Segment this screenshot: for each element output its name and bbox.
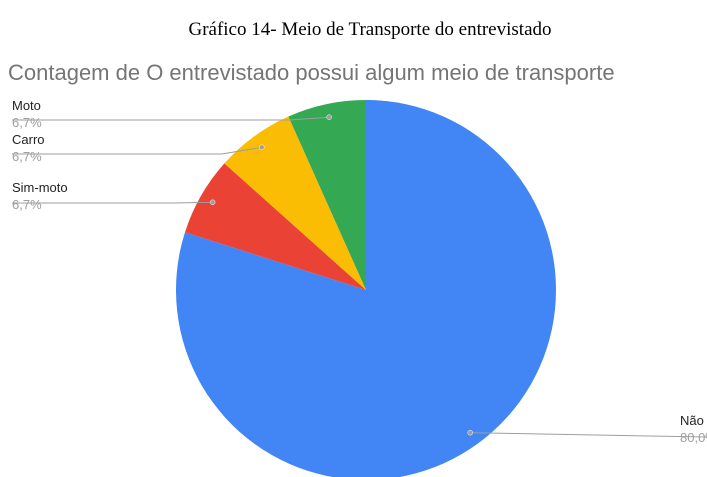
leader-dot [209, 199, 216, 206]
pie-slice [176, 100, 556, 477]
leader-dot [259, 144, 265, 151]
leader-dot [467, 429, 473, 436]
leader-line [12, 201, 213, 204]
chart-caption: Gráfico 14- Meio de Transporte do entrev… [188, 19, 551, 40]
pie-slice [288, 100, 366, 290]
slice-value-label: 6,7% [12, 115, 42, 130]
slice-label: Carro [12, 132, 45, 147]
slice-value-label: 80,0% [680, 430, 707, 445]
pie-slice [185, 163, 366, 290]
leader-dot [326, 114, 332, 120]
leader-line [470, 432, 707, 438]
leader-line [12, 116, 330, 121]
pie-slice [224, 116, 366, 290]
chart-title: Contagem de O entrevistado possui algum … [8, 60, 615, 85]
slice-label: Moto [12, 98, 41, 113]
slice-value-label: 6,7% [12, 149, 42, 164]
leader-line [12, 146, 262, 155]
slice-value-label: 6,7% [12, 197, 42, 212]
slice-label: Sim-moto [12, 180, 68, 195]
slice-label: Não [680, 413, 704, 428]
